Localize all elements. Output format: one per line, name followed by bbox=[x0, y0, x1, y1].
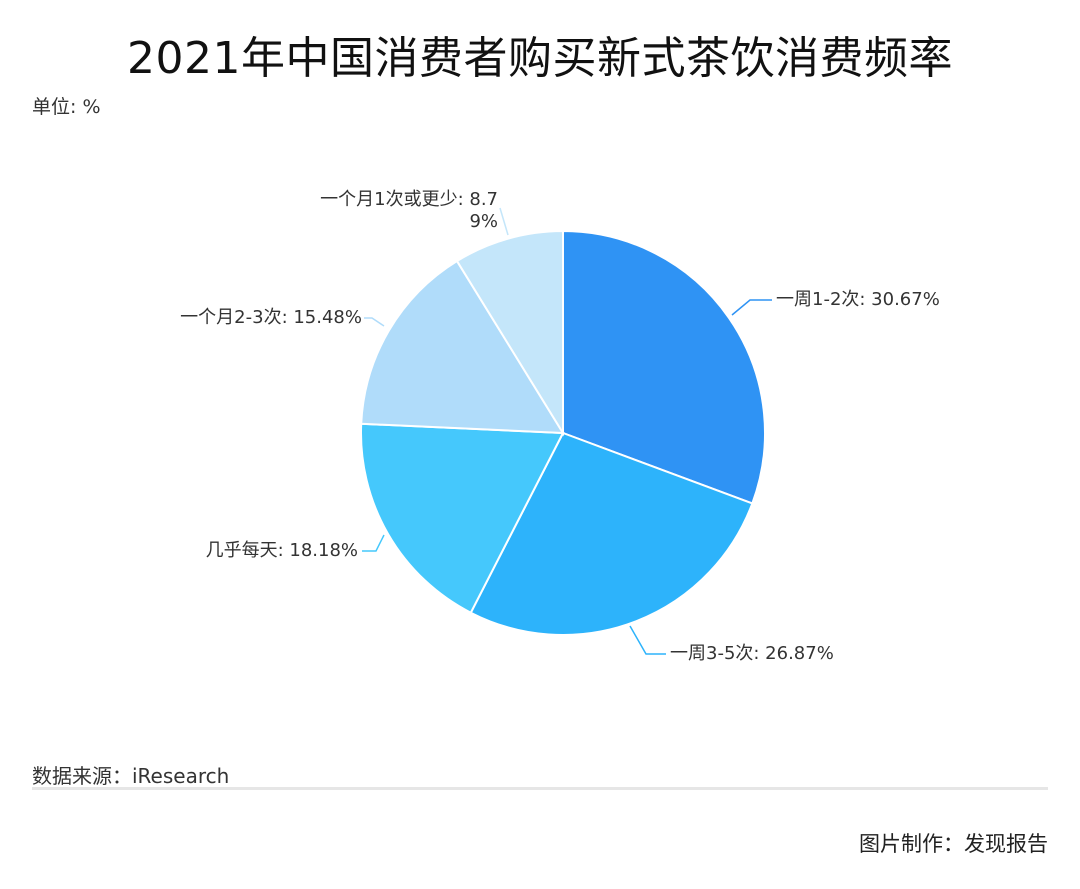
pie-slice bbox=[455, 229, 564, 437]
chart-title: 2021年中国消费者购买新式茶饮消费频率 bbox=[127, 33, 953, 84]
footer-divider bbox=[32, 787, 1048, 790]
pie-slice bbox=[562, 229, 766, 505]
leader-line bbox=[629, 625, 666, 655]
leader-line bbox=[731, 299, 772, 316]
slice-label: 一个月2-3次: 15.48% bbox=[180, 307, 362, 328]
pie-slice bbox=[469, 431, 754, 636]
slice-labels: 一周1-2次: 30.67% 一周3-5次: 26.87% 几乎每天: 18.18%… bbox=[180, 189, 940, 664]
pie-slice bbox=[360, 422, 565, 615]
slice-label: 几乎每天: 18.18% bbox=[206, 540, 358, 561]
leader-line bbox=[362, 534, 385, 552]
pie-slices bbox=[360, 229, 766, 636]
leader-line bbox=[364, 317, 385, 327]
pie-slice bbox=[360, 259, 565, 435]
leader-line bbox=[499, 207, 509, 236]
image-credit: 图片制作：发现报告 bbox=[859, 832, 1048, 856]
slice-label: 一个月1次或更少: 8.7 9% bbox=[320, 189, 498, 232]
leader-lines bbox=[362, 207, 772, 655]
data-source: 数据来源：iResearch bbox=[32, 764, 230, 788]
slice-label: 一周1-2次: 30.67% bbox=[776, 289, 940, 310]
unit-label: 单位: % bbox=[32, 96, 101, 118]
slice-label: 一周3-5次: 26.87% bbox=[670, 643, 834, 664]
